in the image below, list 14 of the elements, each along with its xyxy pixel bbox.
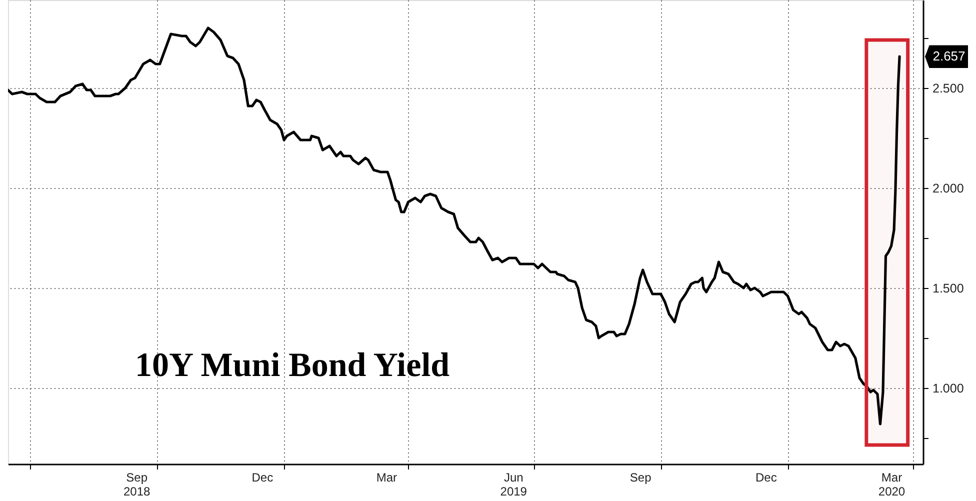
x-tick-label: Sep 2018 <box>123 470 151 498</box>
x-tick-label: Sep <box>630 470 652 484</box>
text: 10Y Muni Bond Yield <box>135 347 450 384</box>
x-tick-label: Mar <box>376 470 397 484</box>
x-tick-label: Jun 2019 <box>500 470 528 498</box>
line-series <box>8 26 901 426</box>
y-tick-label: 2.000 <box>932 182 964 196</box>
y-tick-label: 1.500 <box>932 282 964 296</box>
text: 2.657 <box>932 48 966 64</box>
x-tick-label: Mar 2020 <box>878 470 906 498</box>
y-tick-label: 2.500 <box>932 82 964 96</box>
y-tick-label: 1.000 <box>932 382 964 396</box>
x-tick-label: Dec <box>756 470 777 484</box>
x-tick-label: Dec <box>252 470 274 484</box>
